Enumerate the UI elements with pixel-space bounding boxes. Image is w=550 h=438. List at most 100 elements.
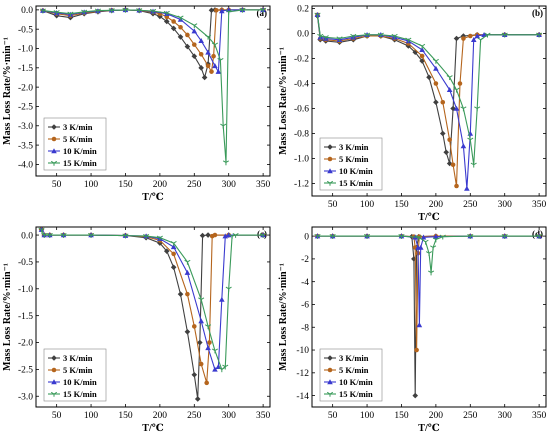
data-point bbox=[191, 371, 198, 378]
data-point-arm bbox=[232, 232, 236, 236]
y-axis-label: Mass Loss Rate/%·min⁻¹ bbox=[278, 263, 289, 371]
legend-marker bbox=[327, 355, 333, 361]
data-point-arm bbox=[44, 232, 48, 236]
data-point bbox=[419, 46, 425, 52]
data-point-arm bbox=[108, 8, 112, 11]
data-point bbox=[214, 7, 219, 13]
data-point-arm bbox=[180, 15, 184, 19]
x-tick-label: 50 bbox=[328, 411, 338, 421]
y-tick-label: -10 bbox=[296, 346, 309, 356]
data-point-arm bbox=[53, 10, 57, 13]
data-point bbox=[191, 42, 197, 47]
data-point-arm bbox=[41, 227, 45, 231]
data-point-arm bbox=[425, 251, 430, 254]
data-point-arm bbox=[200, 297, 205, 300]
x-tick-label: 200 bbox=[429, 411, 444, 421]
data-point-arm bbox=[220, 123, 224, 127]
data-point bbox=[453, 35, 460, 42]
data-point bbox=[377, 32, 384, 38]
data-point-arm bbox=[504, 32, 508, 36]
data-point bbox=[38, 227, 45, 233]
x-tick-label: 350 bbox=[532, 200, 547, 210]
data-point-arm bbox=[229, 234, 233, 237]
data-point bbox=[163, 248, 170, 254]
data-point bbox=[484, 32, 491, 38]
data-point-arm bbox=[184, 259, 188, 263]
data-point-arm bbox=[211, 348, 216, 352]
plot-frame bbox=[35, 5, 271, 177]
data-point bbox=[460, 143, 467, 149]
series-15-k-min bbox=[314, 12, 543, 168]
data-point bbox=[232, 232, 239, 238]
y-tick-label: -1.0 bbox=[18, 285, 33, 295]
series-5-k-min bbox=[40, 7, 266, 74]
data-point-arm bbox=[235, 232, 239, 236]
data-point bbox=[322, 35, 329, 41]
x-axis-label: T/℃ bbox=[418, 212, 439, 223]
panel-label: (d) bbox=[532, 229, 543, 239]
data-point-arm bbox=[214, 348, 218, 352]
data-point-arm bbox=[122, 233, 126, 237]
y-tick-label: -0.5 bbox=[18, 25, 33, 35]
data-point-arm bbox=[470, 234, 474, 237]
data-point-arm bbox=[170, 241, 174, 244]
data-point-arm bbox=[460, 106, 464, 109]
y-tick-label: 0 bbox=[304, 232, 309, 242]
data-point-arm bbox=[329, 234, 333, 237]
data-point-arm bbox=[480, 37, 484, 41]
data-point-arm bbox=[314, 234, 318, 237]
data-point bbox=[415, 235, 422, 241]
data-point bbox=[467, 137, 474, 143]
y-axis-label: Mass Loss Rate/%·min⁻¹ bbox=[2, 37, 13, 145]
legend-marker bbox=[51, 124, 57, 130]
y-tick-label: -0.5 bbox=[18, 258, 33, 268]
data-point-arm bbox=[177, 15, 181, 19]
x-axis-label: T/℃ bbox=[418, 423, 439, 434]
data-point-arm bbox=[198, 297, 202, 300]
data-point-arm bbox=[419, 43, 423, 47]
x-tick-label: 200 bbox=[153, 411, 168, 421]
legend-label: 10 K/min bbox=[339, 377, 373, 387]
data-point-arm bbox=[336, 36, 340, 39]
x-tick-label: 150 bbox=[394, 411, 409, 421]
data-point bbox=[178, 24, 183, 30]
data-point bbox=[122, 233, 129, 239]
panel-c: 50 100 150 200 250 300 350 0.0 -0.5 -1.0 -1.5 -2.0 -… bbox=[2, 226, 271, 434]
legend-marker-arm bbox=[326, 180, 331, 184]
data-point bbox=[163, 18, 170, 25]
legend-marker bbox=[327, 379, 333, 385]
data-point bbox=[207, 340, 212, 345]
data-point-arm bbox=[317, 234, 321, 237]
legend-label: 5 K/min bbox=[339, 154, 369, 164]
data-point bbox=[364, 32, 371, 38]
y-tick-label: -3.0 bbox=[18, 122, 33, 132]
legend-marker bbox=[326, 391, 334, 397]
data-point bbox=[170, 264, 177, 271]
panel-b: 50 100 150 200 250 300 350 0.2 0.0 -0.2 -0.4 -0.6 -0… bbox=[278, 5, 547, 223]
x-tick-label: 250 bbox=[187, 180, 202, 190]
data-point-arm bbox=[474, 106, 478, 109]
data-point-arm bbox=[364, 32, 368, 36]
data-point bbox=[536, 234, 543, 239]
data-point-arm bbox=[125, 7, 129, 11]
data-point-arm bbox=[222, 364, 226, 368]
data-point bbox=[88, 232, 95, 238]
data-point bbox=[215, 68, 222, 74]
y-tick-label: -0.6 bbox=[294, 105, 309, 115]
data-point bbox=[501, 234, 508, 239]
data-point bbox=[350, 33, 357, 39]
x-tick-label: 250 bbox=[463, 200, 478, 210]
data-point bbox=[108, 8, 115, 14]
legend-marker-arm bbox=[50, 391, 55, 395]
data-point bbox=[425, 251, 433, 257]
data-point-arm bbox=[325, 35, 329, 38]
data-point bbox=[170, 241, 177, 246]
series-line bbox=[41, 229, 264, 371]
data-point-arm bbox=[60, 232, 64, 236]
data-point-arm bbox=[398, 234, 402, 237]
data-point bbox=[470, 36, 477, 42]
data-point-arm bbox=[81, 9, 85, 13]
x-tick-label: 50 bbox=[52, 180, 62, 190]
data-point bbox=[314, 234, 321, 239]
